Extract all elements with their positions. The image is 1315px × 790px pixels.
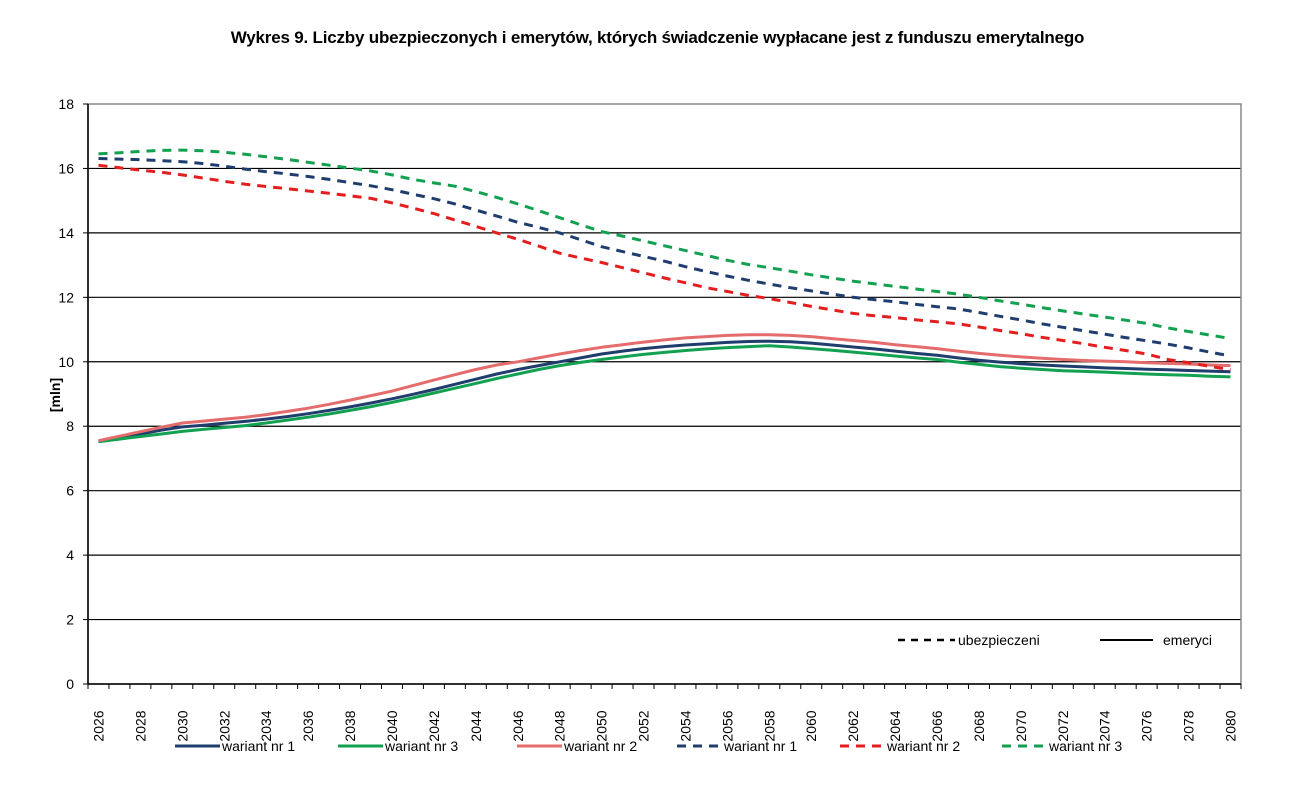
series-ubezpieczeni-wariant-nr-2 xyxy=(98,163,1231,372)
y-axis: 0 2 4 6 8 10 12 14 16 18 xyxy=(58,96,89,692)
x-tick-label: 2068 xyxy=(971,710,987,741)
x-tick-label: 2058 xyxy=(761,710,777,741)
y-tick-label: 6 xyxy=(66,483,74,499)
x-tick-label: 2044 xyxy=(468,710,484,741)
x-tick-label: 2070 xyxy=(1013,710,1029,741)
y-axis-label: [mln] xyxy=(47,378,63,412)
x-tick-label: 2050 xyxy=(594,710,610,741)
x-tick-label: 2026 xyxy=(90,710,106,741)
legend-series: wariant nr 1 wariant nr 3 wariant nr 2 wari… xyxy=(175,738,1122,754)
x-tick-label: 2052 xyxy=(636,710,652,741)
x-tick-label: 2072 xyxy=(1055,710,1071,741)
y-tick-label: 18 xyxy=(58,96,74,112)
y-tick-label: 4 xyxy=(66,547,74,563)
series-ubezpieczeni-wariant-nr-1 xyxy=(98,157,1231,358)
x-tick-label: 2074 xyxy=(1097,710,1113,741)
y-tick-label: 2 xyxy=(66,612,74,628)
x-axis: 2026 2028 2030 2032 2034 2036 2038 2040 2042 2044… xyxy=(87,683,1242,742)
x-tick-label: 2080 xyxy=(1223,710,1239,741)
x-tick-label: 2066 xyxy=(929,710,945,741)
x-tick-label: 2056 xyxy=(719,710,735,741)
series-emeryci-wariant-nr-2 xyxy=(98,333,1231,443)
y-tick-label: 14 xyxy=(58,225,74,241)
y-tick-label: 8 xyxy=(66,418,74,434)
y-tick-label: 10 xyxy=(58,354,74,370)
legend-label: wariant nr 3 xyxy=(384,738,458,754)
gridlines xyxy=(88,167,1241,621)
x-tick-label: 2062 xyxy=(845,710,861,741)
series-ubezpieczeni-wariant-nr-3 xyxy=(98,148,1231,341)
x-tick-label: 2076 xyxy=(1139,710,1155,741)
x-tick-label: 2034 xyxy=(258,710,274,741)
series-emeryci-wariant-nr-3 xyxy=(98,344,1231,444)
series-emeryci-wariant-nr-1 xyxy=(98,339,1231,443)
x-tick-label: 2030 xyxy=(174,710,190,741)
legend-line-style: ubezpieczeni emeryci xyxy=(898,632,1212,648)
legend-ubezpieczeni: ubezpieczeni xyxy=(958,632,1040,648)
y-tick-label: 12 xyxy=(58,289,74,305)
y-tick-label: 16 xyxy=(58,160,74,176)
x-tick-label: 2054 xyxy=(677,710,693,741)
legend-label: wariant nr 2 xyxy=(563,738,637,754)
x-tick-label: 2060 xyxy=(803,710,819,741)
plot-area-border xyxy=(87,103,1242,685)
x-tick-label: 2078 xyxy=(1181,710,1197,741)
legend-label: wariant nr 1 xyxy=(221,738,295,754)
x-tick-label: 2064 xyxy=(887,710,903,741)
legend-label: wariant nr 3 xyxy=(1048,738,1122,754)
chart-title: Wykres 9. Liczby ubezpieczonych i emeryt… xyxy=(230,28,1085,47)
data-series xyxy=(98,148,1231,444)
x-tick-label: 2048 xyxy=(552,710,568,741)
x-tick-label: 2032 xyxy=(216,710,232,741)
legend-label: wariant nr 2 xyxy=(886,738,960,754)
x-tick-label: 2028 xyxy=(132,710,148,741)
x-tick-label: 2040 xyxy=(384,710,400,741)
x-tick-label: 2042 xyxy=(426,710,442,741)
x-tick-label: 2036 xyxy=(300,710,316,741)
legend-emeryci: emeryci xyxy=(1163,632,1212,648)
x-tick-label: 2038 xyxy=(342,710,358,741)
y-tick-label: 0 xyxy=(66,676,74,692)
legend-label: wariant nr 1 xyxy=(723,738,797,754)
x-tick-label: 2046 xyxy=(510,710,526,741)
